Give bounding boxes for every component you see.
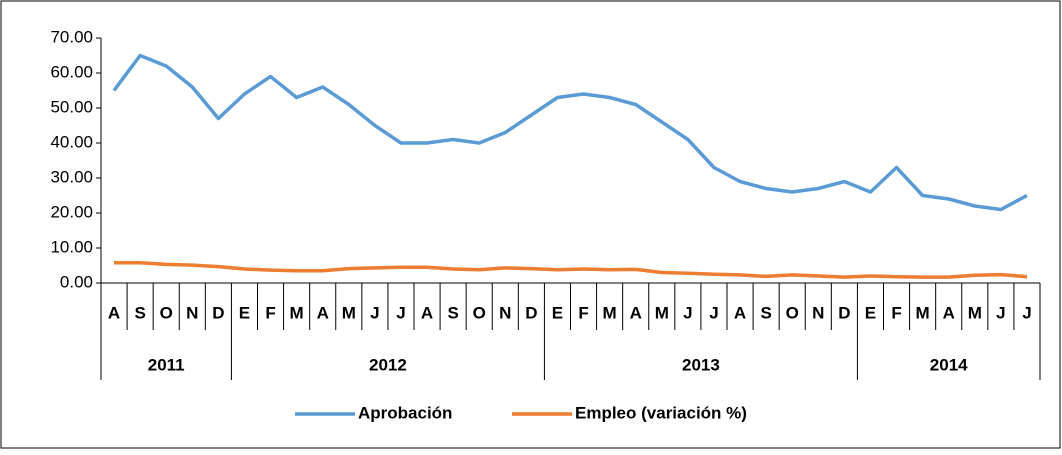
x-tick-label: D xyxy=(212,303,224,322)
x-tick-label: J xyxy=(683,303,692,322)
x-tick-label: J xyxy=(996,303,1005,322)
x-tick-label: O xyxy=(786,303,799,322)
x-tick-label: M xyxy=(968,303,982,322)
x-tick-label: E xyxy=(552,303,563,322)
series-line xyxy=(114,260,1028,279)
y-tick-label: 50.00 xyxy=(50,97,93,116)
y-tick-label: 10.00 xyxy=(50,237,93,256)
group-label: 2011 xyxy=(148,355,185,374)
x-tick-label: M xyxy=(603,303,617,322)
x-tick-label: S xyxy=(447,303,458,322)
x-tick-label: M xyxy=(916,303,930,322)
x-tick-label: A xyxy=(421,303,433,322)
y-tick-label: 60.00 xyxy=(50,62,93,81)
x-tick-label: A xyxy=(943,303,955,322)
x-tick-label: M xyxy=(342,303,356,322)
x-tick-label: S xyxy=(134,303,145,322)
y-tick-label: 30.00 xyxy=(50,167,93,186)
x-tick-label: A xyxy=(630,303,642,322)
y-tick-label: 40.00 xyxy=(50,132,93,151)
x-tick-label: A xyxy=(317,303,329,322)
group-label: 2012 xyxy=(369,355,407,374)
legend-label: Empleo (variación %) xyxy=(575,403,747,422)
x-tick-label: E xyxy=(865,303,876,322)
y-tick-label: 70.00 xyxy=(50,27,93,46)
x-tick-label: F xyxy=(578,303,588,322)
x-tick-label: O xyxy=(160,303,173,322)
x-tick-label: J xyxy=(1022,303,1031,322)
y-tick-label: 0.00 xyxy=(60,272,93,291)
x-tick-label: F xyxy=(265,303,275,322)
group-label: 2014 xyxy=(930,355,968,374)
x-tick-label: D xyxy=(838,303,850,322)
x-tick-label: S xyxy=(760,303,771,322)
x-tick-label: J xyxy=(396,303,405,322)
x-tick-label: J xyxy=(709,303,718,322)
legend-label: Aprobación xyxy=(358,403,452,422)
x-tick-label: A xyxy=(108,303,120,322)
x-tick-label: A xyxy=(734,303,746,322)
x-tick-label: J xyxy=(370,303,379,322)
x-tick-label: O xyxy=(473,303,486,322)
x-tick-label: N xyxy=(812,303,824,322)
group-label: 2013 xyxy=(682,355,720,374)
x-tick-label: D xyxy=(525,303,537,322)
x-tick-label: M xyxy=(655,303,669,322)
x-tick-label: F xyxy=(891,303,901,322)
y-tick-label: 20.00 xyxy=(50,202,93,221)
x-tick-label: N xyxy=(186,303,198,322)
x-tick-label: E xyxy=(239,303,250,322)
x-tick-label: M xyxy=(290,303,304,322)
x-tick-label: N xyxy=(499,303,511,322)
series-line xyxy=(112,53,1028,212)
